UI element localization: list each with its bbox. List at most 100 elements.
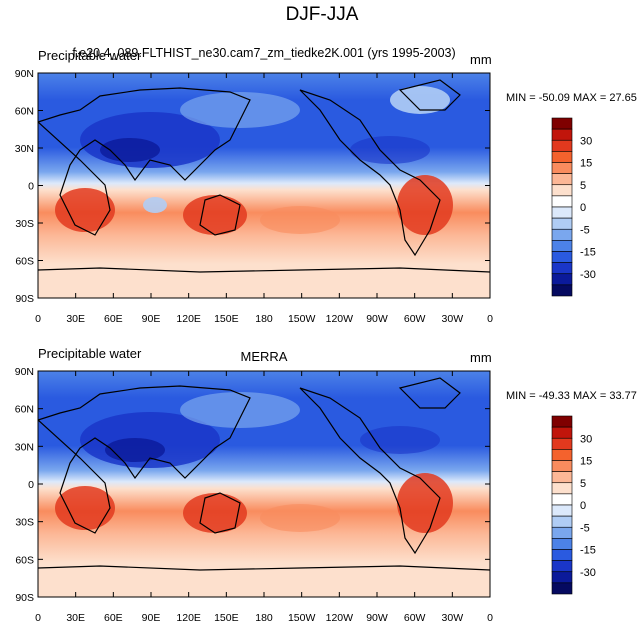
top-colorbar-swatch (551, 151, 573, 163)
map-panel-bottom (37, 370, 491, 598)
colorbar-top: 30 15 5 0 -5 -15 -30 (551, 117, 596, 297)
bottom-lon-label: 150W (288, 612, 316, 624)
top-colorbar-label: -15 (580, 247, 596, 259)
bottom-lat-label: 30S (15, 517, 34, 529)
bottom-colorbar-swatch (551, 549, 573, 561)
top-lat-label: 0 (28, 181, 34, 193)
panel-top-center-label: f.e20.4_089.FLTHIST_ne30.cam7_zm_tiedke2… (72, 46, 456, 60)
top-lat-label: 90N (15, 68, 34, 80)
bottom-colorbar-label: 15 (580, 456, 592, 468)
panel-top-minmax: MIN = -50.09 MAX = 27.65 (506, 92, 637, 104)
top-lon-label: 120E (176, 313, 201, 325)
bottom-colorbar-label: -5 (580, 522, 590, 534)
panel-bottom-left-label: Precipitable water (38, 346, 142, 361)
top-lat-label: 60N (15, 106, 34, 118)
top-lon-label: 30E (66, 313, 85, 325)
top-colorbar-swatch (551, 251, 573, 263)
panel-top-units: mm (470, 52, 492, 67)
panel-top-left-label: Precipitable water (38, 48, 142, 63)
top-colorbar-swatch (551, 206, 573, 219)
bottom-colorbar-swatch (551, 426, 573, 439)
bottom-lat-label: 90S (15, 592, 34, 604)
bottom-colorbar-swatch (551, 482, 573, 495)
top-lon-label: 120W (326, 313, 354, 325)
panel-bottom-center-label: MERRA (240, 349, 288, 364)
top-colorbar-swatch (551, 240, 573, 252)
bottom-lat-label: 60N (15, 404, 34, 416)
top-lon-label: 60W (404, 313, 426, 325)
top-lat-label: 60S (15, 256, 34, 268)
bottom-colorbar-swatch (551, 437, 573, 450)
bottom-colorbar-label: 30 (580, 433, 592, 445)
panel-top-min: MIN = -50.09 (506, 92, 570, 104)
bottom-lon-label: 120W (326, 612, 354, 624)
top-lon-label: 180 (255, 313, 273, 325)
top-colorbar-label: 15 (580, 158, 592, 170)
top-colorbar-label: -5 (580, 224, 590, 236)
bottom-lon-label: 60E (104, 612, 123, 624)
top-colorbar-swatch (551, 273, 573, 286)
bottom-colorbar-swatch (551, 415, 573, 428)
top-lat-label: 30S (15, 218, 34, 230)
panel-bottom-units: mm (470, 350, 492, 365)
bottom-lon-label: 180 (255, 612, 273, 624)
panel-bottom-max: MAX = 33.77 (572, 390, 637, 402)
top-lon-label: 0 (487, 313, 493, 325)
top-colorbar-swatch (551, 184, 573, 197)
top-colorbar-label: 5 (580, 180, 586, 192)
top-lon-label: 90W (366, 313, 388, 325)
bottom-lon-label: 0 (35, 612, 41, 624)
bottom-lon-label: 90W (366, 612, 388, 624)
bottom-colorbar-swatch (551, 493, 573, 506)
top-colorbar-label: 30 (580, 135, 592, 147)
bottom-lat-label: 60S (15, 554, 34, 566)
panel-bottom-min: MIN = -49.33 (506, 390, 570, 402)
top-colorbar-swatch (551, 162, 573, 174)
top-lon-label: 0 (35, 313, 41, 325)
top-lon-label: 30W (442, 313, 464, 325)
bottom-lon-label: 90E (142, 612, 161, 624)
top-colorbar-swatch (551, 217, 573, 230)
bottom-lon-label: 30W (442, 612, 464, 624)
bottom-colorbar-swatch (551, 582, 573, 595)
bottom-colorbar-swatch (551, 471, 573, 484)
figure-title: DJF-JJA (285, 4, 359, 25)
colorbar-bottom: 30 15 5 0 -5 -15 -30 (551, 415, 596, 595)
bottom-colorbar-swatch (551, 571, 573, 584)
bottom-colorbar-label: -30 (580, 567, 596, 579)
top-colorbar-swatch (551, 117, 573, 130)
top-lon-label: 150W (288, 313, 316, 325)
top-colorbar-label: -30 (580, 269, 596, 281)
bottom-colorbar-label: -15 (580, 545, 596, 557)
bottom-lat-label: 90N (15, 366, 34, 378)
panel-bottom-minmax: MIN = -49.33 MAX = 33.77 (506, 390, 637, 402)
bottom-colorbar-swatch (551, 526, 573, 539)
bottom-lon-label: 120E (176, 612, 201, 624)
bottom-lon-label: 60W (404, 612, 426, 624)
top-colorbar-swatch (551, 262, 573, 275)
map-panel-top (37, 72, 491, 299)
bottom-colorbar-swatch (551, 538, 573, 550)
top-lon-label: 150E (214, 313, 239, 325)
bottom-colorbar-swatch (551, 515, 573, 528)
top-colorbar-swatch (551, 173, 573, 186)
top-colorbar-swatch (551, 195, 573, 208)
panel-top-max: MAX = 27.65 (572, 92, 637, 104)
bottom-colorbar-swatch (551, 504, 573, 517)
bottom-colorbar-swatch (551, 460, 573, 472)
bottom-colorbar-swatch (551, 449, 573, 461)
bottom-colorbar-swatch (551, 560, 573, 573)
top-colorbar-label: 0 (580, 202, 586, 214)
bottom-lon-label: 0 (487, 612, 493, 624)
bottom-colorbar-label: 5 (580, 478, 586, 490)
top-colorbar-swatch (551, 128, 573, 141)
bottom-colorbar-label: 0 (580, 500, 586, 512)
bottom-lat-label: 0 (28, 479, 34, 491)
top-colorbar-swatch (551, 284, 573, 297)
top-lat-label: 90S (15, 293, 34, 305)
top-colorbar-swatch (551, 139, 573, 152)
top-lon-label: 90E (142, 313, 161, 325)
